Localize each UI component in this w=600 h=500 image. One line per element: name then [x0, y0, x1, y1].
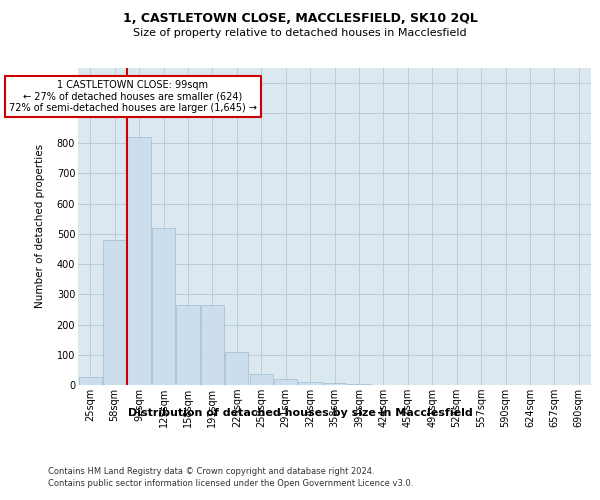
- Text: Size of property relative to detached houses in Macclesfield: Size of property relative to detached ho…: [133, 28, 467, 38]
- Text: Distribution of detached houses by size in Macclesfield: Distribution of detached houses by size …: [128, 408, 472, 418]
- Bar: [201, 305, 224, 385]
- Bar: [298, 382, 322, 385]
- Text: Contains HM Land Registry data © Crown copyright and database right 2024.: Contains HM Land Registry data © Crown c…: [48, 468, 374, 476]
- Text: Contains public sector information licensed under the Open Government Licence v3: Contains public sector information licen…: [48, 479, 413, 488]
- Bar: [347, 384, 371, 385]
- Bar: [79, 378, 102, 385]
- Bar: [274, 379, 297, 385]
- Bar: [103, 240, 126, 385]
- Y-axis label: Number of detached properties: Number of detached properties: [35, 144, 45, 308]
- Text: 1 CASTLETOWN CLOSE: 99sqm
← 27% of detached houses are smaller (624)
72% of semi: 1 CASTLETOWN CLOSE: 99sqm ← 27% of detac…: [9, 80, 257, 113]
- Bar: [152, 228, 175, 385]
- Bar: [323, 383, 346, 385]
- Text: 1, CASTLETOWN CLOSE, MACCLESFIELD, SK10 2QL: 1, CASTLETOWN CLOSE, MACCLESFIELD, SK10 …: [122, 12, 478, 24]
- Bar: [250, 374, 273, 385]
- Bar: [225, 352, 248, 385]
- Bar: [127, 137, 151, 385]
- Bar: [176, 305, 200, 385]
